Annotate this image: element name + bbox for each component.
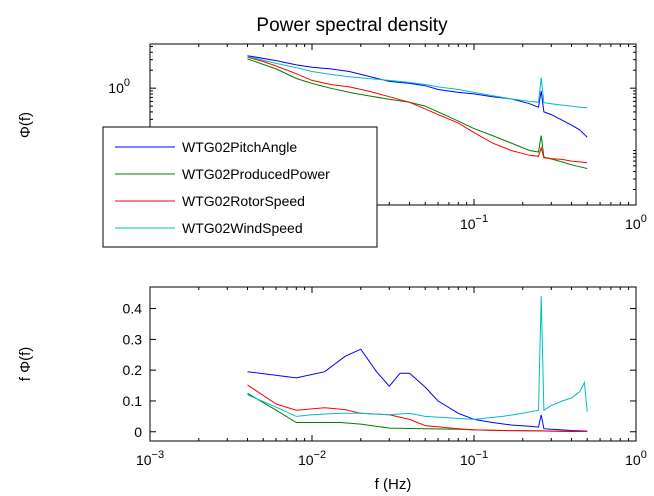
y-tick-label: 0.4 [123, 301, 143, 317]
series-line-WTG02RotorSpeed [247, 384, 588, 432]
y-tick-label: 0.2 [123, 362, 143, 378]
legend-label: WTG02RotorSpeed [182, 193, 305, 209]
legend-label: WTG02PitchAngle [182, 139, 297, 155]
series-line-WTG02PitchAngle [247, 55, 588, 138]
x-tick-label: 10−2 [298, 449, 326, 468]
x-tick-label: 10−1 [460, 213, 488, 232]
y-axis-label: f Φ(f) [17, 347, 34, 381]
x-tick-label: 10−1 [460, 449, 488, 468]
weighted-psd-axes: 10−3 10−2 10−1 100 0 0.1 0.2 0.3 0.4 f Φ(f) f (Hz) [17, 286, 647, 493]
y-tick-label: 100 [108, 77, 130, 96]
legend-label: WTG02ProducedPower [182, 166, 330, 182]
y-tick-label: 0.3 [123, 331, 143, 347]
x-tick-label: 10−3 [136, 449, 164, 468]
y-tick-label: 0.1 [123, 393, 143, 409]
x-tick-label: 100 [625, 449, 647, 468]
psd-log-axes: 10−310−210−1100100Φ(f)WTG02PitchAngleWTG… [17, 43, 647, 248]
series-line-WTG02RotorSpeed [247, 56, 588, 164]
figure-title: Power spectral density [256, 15, 448, 36]
x-axis-label: f (Hz) [375, 476, 412, 493]
axes-frame [149, 43, 637, 206]
legend-label: WTG02WindSpeed [182, 220, 303, 236]
series-line-WTG02WindSpeed [247, 56, 588, 109]
axes-frame [149, 286, 637, 442]
series-line-WTG02ProducedPower [247, 392, 588, 432]
series-line-WTG02WindSpeed [247, 296, 588, 420]
x-tick-label: 100 [625, 213, 647, 232]
series-line-WTG02PitchAngle [247, 348, 588, 432]
y-tick-label: 0 [134, 424, 142, 440]
y-axis-label: Φ(f) [17, 112, 34, 138]
